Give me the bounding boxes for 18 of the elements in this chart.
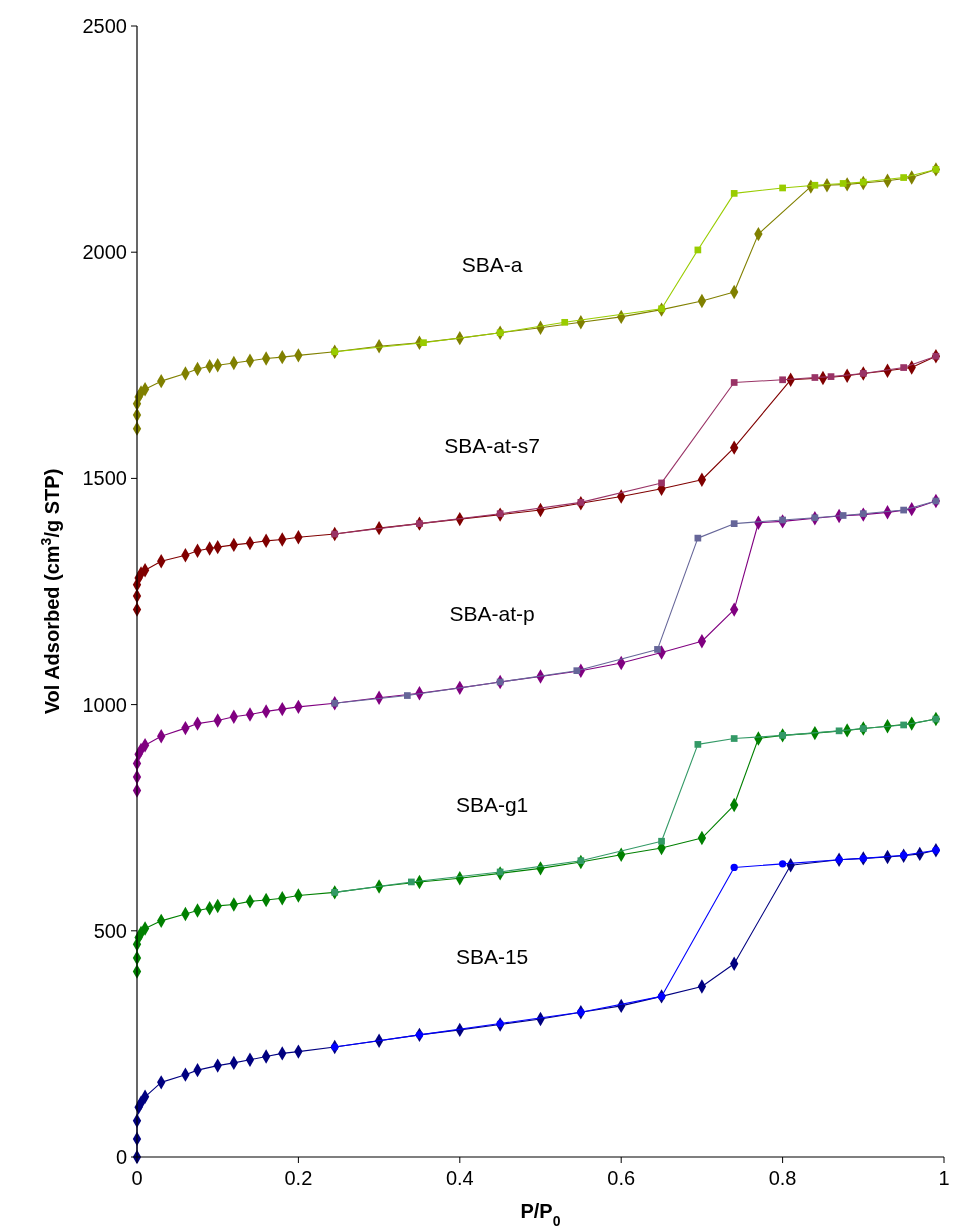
x-tick-label: 0.8 — [768, 1167, 797, 1189]
x-tick-label: 0.4 — [445, 1167, 474, 1189]
y-tick-label: 1000 — [82, 693, 127, 716]
text: SBA-at-s7 — [444, 434, 540, 458]
x-tick-label: 1 — [938, 1167, 950, 1189]
x-axis-title: P/P$_{0}$ — [520, 1200, 561, 1229]
text: SBA-15 — [455, 944, 529, 968]
y-tick-label: 2000 — [82, 241, 127, 264]
text: SBA-g1 — [455, 793, 529, 817]
x-tick-label: 0.2 — [284, 1167, 313, 1189]
y-tick-label: 0 — [115, 1146, 127, 1168]
x-tick-label: 0.6 — [607, 1167, 636, 1189]
y-tick-label: 1500 — [82, 467, 127, 490]
y-tick-label: 500 — [93, 919, 127, 942]
y-tick-label: 2500 — [82, 15, 127, 37]
text: SBA-a — [461, 252, 523, 276]
text: SBA-at-p — [449, 602, 535, 626]
x-tick-label: 0 — [131, 1167, 143, 1189]
